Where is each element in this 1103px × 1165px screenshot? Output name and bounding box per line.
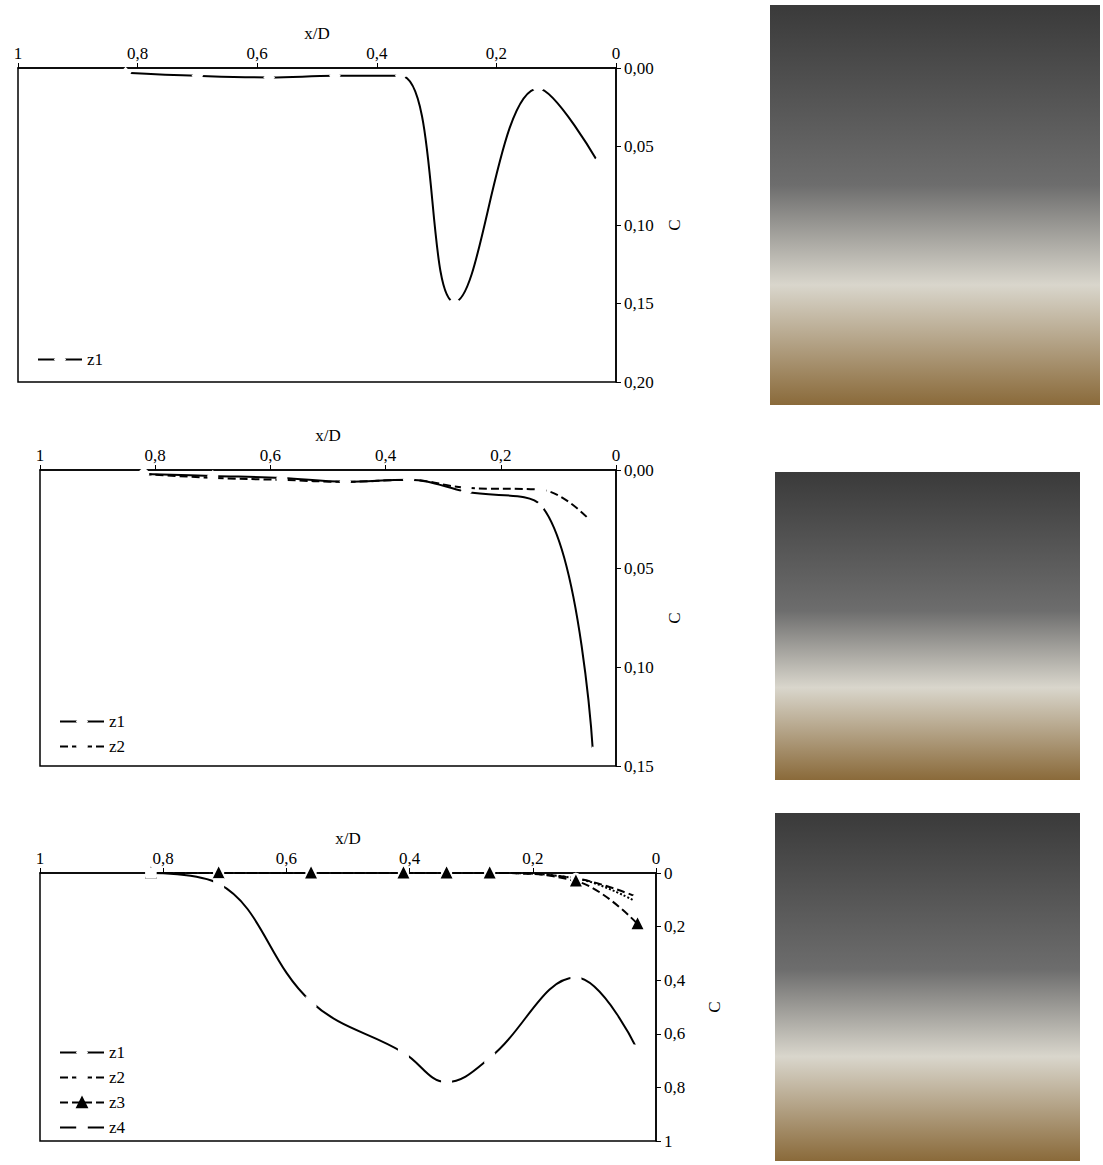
svg-text:C: C [665, 219, 684, 230]
svg-text:x/D: x/D [315, 426, 341, 445]
svg-text:z1: z1 [109, 1043, 125, 1062]
svg-text:0,2: 0,2 [490, 446, 511, 465]
svg-text:0,00: 0,00 [624, 461, 654, 480]
svg-text:x/D: x/D [304, 24, 330, 43]
svg-text:0,6: 0,6 [664, 1024, 685, 1043]
svg-text:0: 0 [612, 446, 621, 465]
svg-text:0,6: 0,6 [260, 446, 281, 465]
svg-text:z1: z1 [109, 712, 125, 731]
svg-text:0,05: 0,05 [624, 137, 654, 156]
svg-text:0,6: 0,6 [247, 44, 268, 63]
svg-text:0,2: 0,2 [664, 917, 685, 936]
svg-text:0,4: 0,4 [366, 44, 388, 63]
svg-text:z3: z3 [109, 1093, 125, 1112]
svg-text:0,20: 0,20 [624, 373, 654, 392]
svg-text:0,15: 0,15 [624, 757, 654, 776]
svg-text:0: 0 [612, 44, 621, 63]
svg-text:z2: z2 [109, 1068, 125, 1087]
svg-text:0,8: 0,8 [664, 1078, 685, 1097]
svg-text:1: 1 [664, 1132, 673, 1151]
svg-text:0,8: 0,8 [153, 849, 174, 868]
svg-text:z4: z4 [109, 1118, 126, 1137]
svg-text:0,10: 0,10 [624, 216, 654, 235]
svg-text:x/D: x/D [335, 829, 361, 848]
svg-text:0,8: 0,8 [127, 44, 148, 63]
svg-text:0,8: 0,8 [145, 446, 166, 465]
svg-text:0,4: 0,4 [664, 971, 686, 990]
svg-text:0,6: 0,6 [276, 849, 297, 868]
svg-text:1: 1 [36, 849, 45, 868]
svg-text:0,2: 0,2 [522, 849, 543, 868]
svg-text:z2: z2 [109, 737, 125, 756]
svg-text:0: 0 [664, 864, 673, 883]
svg-text:0: 0 [652, 849, 661, 868]
svg-text:0,4: 0,4 [375, 446, 397, 465]
svg-text:1: 1 [14, 44, 23, 63]
svg-text:0,15: 0,15 [624, 294, 654, 313]
svg-text:0,10: 0,10 [624, 658, 654, 677]
svg-text:0,2: 0,2 [486, 44, 507, 63]
svg-text:0,4: 0,4 [399, 849, 421, 868]
svg-text:C: C [665, 612, 684, 623]
svg-text:0,00: 0,00 [624, 59, 654, 78]
svg-text:C: C [705, 1001, 724, 1012]
svg-text:1: 1 [36, 446, 45, 465]
svg-text:z1: z1 [87, 350, 103, 369]
svg-text:0,05: 0,05 [624, 559, 654, 578]
